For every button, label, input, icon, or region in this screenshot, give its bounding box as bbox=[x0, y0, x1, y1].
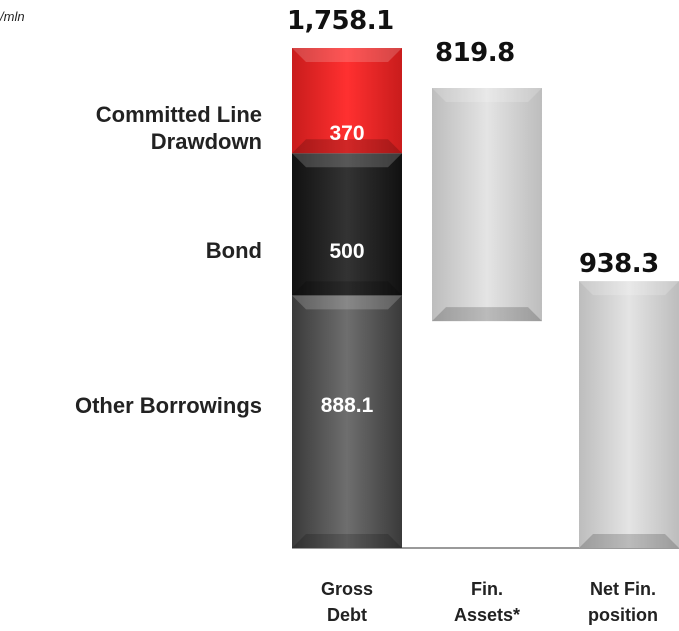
category-label-gross-debt: Gross Debt bbox=[320, 579, 374, 625]
bar-fin-assets-top-bevel bbox=[432, 88, 542, 102]
row-label-committed-line: Committed Line Drawdown bbox=[95, 102, 262, 154]
bar-bond-top-bevel bbox=[292, 153, 402, 168]
segment-value-other-borrowings: 888.1 bbox=[320, 394, 374, 417]
segment-value-bond: 500 bbox=[329, 240, 365, 263]
bar-committed-line-bottom-bevel bbox=[292, 139, 402, 154]
bar-net-fin-position-top-bevel bbox=[579, 281, 679, 296]
bar-bond-bottom-bevel bbox=[292, 281, 402, 296]
fin-assets-total-label: 819.8 bbox=[435, 38, 515, 68]
bar-fin-assets-bottom-bevel bbox=[432, 307, 542, 322]
bar-other-borrowings-top-bevel bbox=[292, 295, 402, 310]
bar-net-fin-position-bottom-bevel bbox=[579, 534, 679, 548]
bar-committed-line bbox=[292, 48, 402, 154]
bar-fin-assets bbox=[432, 88, 542, 322]
segment-value-committed-line: 370 bbox=[329, 122, 365, 145]
row-label-bond: Bond bbox=[205, 238, 262, 263]
gross-debt-total-label: 1,758.1 bbox=[287, 6, 394, 36]
bar-committed-line-top-bevel bbox=[292, 48, 402, 62]
bar-other-borrowings bbox=[292, 295, 402, 548]
row-label-other-borrowings: Other Borrowings bbox=[74, 393, 262, 418]
unit-label: /mln bbox=[0, 9, 25, 24]
bar-other-borrowings-bottom-bevel bbox=[292, 534, 402, 548]
category-label-fin-assets: Fin. Assets* bbox=[453, 579, 521, 625]
bar-net-fin-position bbox=[579, 281, 679, 548]
bar-bond bbox=[292, 153, 402, 296]
net-fin-position-total-label: 938.3 bbox=[579, 249, 659, 279]
category-label-net-fin-position: Net Fin. position bbox=[588, 579, 658, 625]
